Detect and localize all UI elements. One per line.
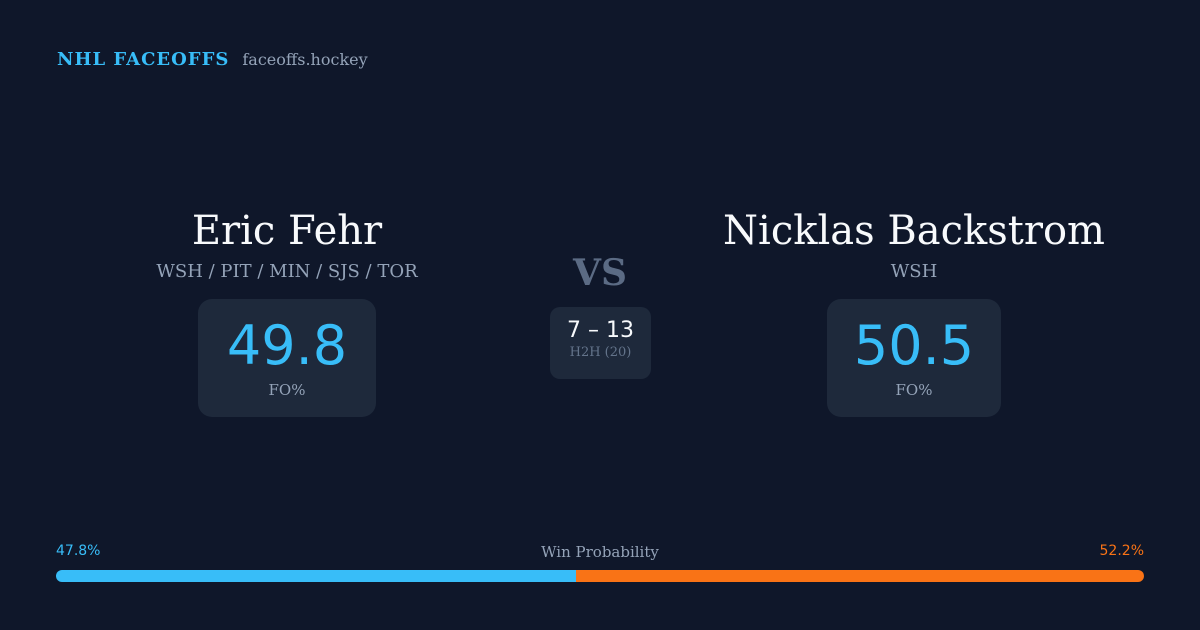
player-2: Nicklas Backstrom WSH 50.5 FO% — [714, 205, 1114, 417]
player-1-fo-card: 49.8 FO% — [198, 299, 376, 417]
player-2-name: Nicklas Backstrom — [723, 208, 1105, 254]
h2h-label: H2H (20) — [569, 345, 632, 360]
h2h-score: 7 – 13 — [567, 318, 634, 343]
vs-label: VS — [573, 252, 627, 294]
player-2-fo-pct: 50.5 — [853, 314, 975, 377]
h2h-card: 7 – 13 H2H (20) — [550, 307, 651, 379]
brand: NHL FACEOFFS faceoffs.hockey — [57, 49, 368, 70]
brand-url: faceoffs.hockey — [242, 50, 368, 69]
player-2-fo-label: FO% — [895, 381, 933, 399]
player-1-fo-label: FO% — [268, 381, 306, 399]
player-1: Eric Fehr WSH / PIT / MIN / SJS / TOR 49… — [137, 205, 437, 417]
p1-probability: 47.8% — [56, 543, 101, 559]
p2-probability: 52.2% — [1099, 543, 1144, 559]
player-2-fo-card: 50.5 FO% — [827, 299, 1001, 417]
win-probability-labels: 47.8% Win Probability 52.2% — [56, 543, 1144, 561]
player-1-name: Eric Fehr — [191, 208, 383, 254]
p2-probability-segment — [576, 570, 1144, 582]
player-2-teams: WSH — [890, 261, 938, 282]
win-probability-bar — [56, 570, 1144, 582]
win-probability-label: Win Probability — [541, 543, 659, 561]
player-1-teams: WSH / PIT / MIN / SJS / TOR — [156, 261, 418, 282]
brand-name: NHL FACEOFFS — [57, 49, 230, 70]
p1-probability-segment — [56, 570, 577, 582]
player-1-fo-pct: 49.8 — [226, 314, 348, 377]
